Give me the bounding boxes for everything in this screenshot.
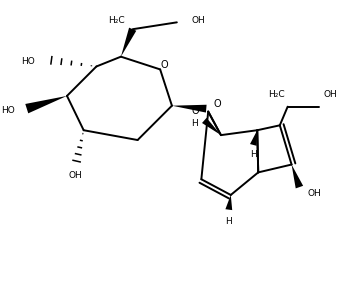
Polygon shape <box>121 28 136 57</box>
Text: H: H <box>225 216 232 226</box>
Text: HO: HO <box>1 106 15 115</box>
Text: OH: OH <box>307 190 321 198</box>
Text: H: H <box>191 119 198 128</box>
Polygon shape <box>172 105 207 113</box>
Polygon shape <box>292 164 303 188</box>
Polygon shape <box>25 96 67 113</box>
Text: O: O <box>213 99 221 109</box>
Text: H₂C: H₂C <box>108 16 124 25</box>
Polygon shape <box>225 195 232 210</box>
Polygon shape <box>250 130 257 146</box>
Text: O: O <box>160 59 168 70</box>
Text: H₂C: H₂C <box>269 90 285 99</box>
Text: OH: OH <box>191 16 205 25</box>
Text: H: H <box>250 150 257 159</box>
Polygon shape <box>202 118 221 135</box>
Text: OH: OH <box>69 171 83 180</box>
Text: HO: HO <box>21 57 35 66</box>
Text: OH: OH <box>324 90 338 99</box>
Text: O: O <box>192 106 199 116</box>
